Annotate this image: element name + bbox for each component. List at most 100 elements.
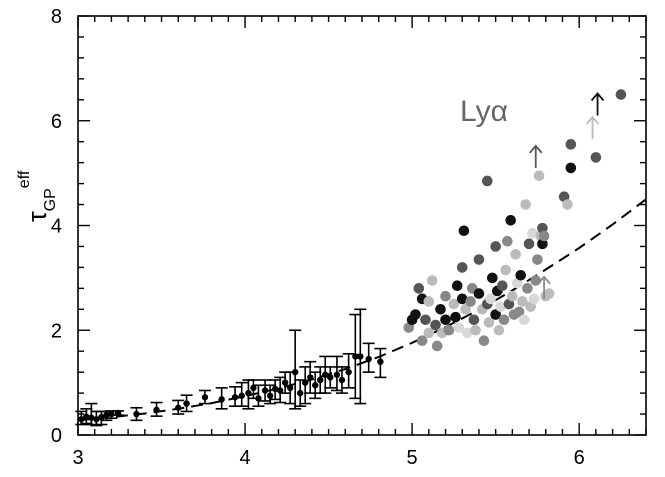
scatter-point: [490, 241, 501, 252]
errorbar-marker: [365, 355, 372, 363]
scatter-point: [562, 199, 573, 210]
scatter-point: [470, 324, 481, 336]
scatter-point: [518, 314, 530, 326]
errorbar-marker: [255, 395, 262, 402]
scatter-point: [493, 324, 505, 336]
scatter-point: [528, 293, 540, 305]
errorbar-point: [354, 308, 367, 405]
scatter-point: [453, 322, 465, 333]
scatter-point: [443, 324, 455, 336]
errorbar-point: [180, 394, 193, 413]
scatter-point: [478, 335, 490, 347]
scatter-point: [423, 296, 435, 307]
errorbar-point: [304, 360, 317, 394]
scatter-series-layer: [403, 89, 627, 352]
arrow-head: [537, 275, 551, 285]
errorbar-marker: [245, 389, 252, 397]
errorbar-marker: [345, 368, 352, 376]
scatter-point: [507, 290, 518, 302]
scatter-point: [473, 288, 485, 299]
scatter-point: [456, 262, 468, 273]
scatter-point: [450, 311, 461, 323]
errorbar-point: [75, 410, 88, 426]
errorbar-point: [85, 402, 98, 426]
errorbar-point: [309, 371, 322, 400]
errorbar-point: [314, 366, 327, 394]
scatter-point: [543, 288, 555, 299]
scatter-point: [483, 317, 495, 328]
errorbar-marker: [291, 368, 299, 376]
scatter-point: [565, 139, 577, 150]
errorbar-marker: [276, 387, 284, 394]
scatter-point: [517, 296, 528, 307]
errorbar-point: [215, 387, 228, 410]
scatter-point: [413, 283, 425, 294]
scatter-point: [505, 214, 516, 226]
scatter-point: [530, 275, 542, 286]
errorbar-marker: [88, 414, 95, 421]
scatter-point: [533, 170, 545, 182]
errorbar-point: [130, 406, 143, 422]
y-tick-label: 6: [51, 111, 62, 133]
x-tick-label: 6: [574, 447, 585, 469]
errorbar-marker: [352, 353, 359, 360]
scatter-point: [497, 280, 508, 292]
errorbar-marker: [377, 358, 384, 365]
scatter-point: [565, 162, 577, 174]
errorbar-marker: [98, 413, 105, 421]
errorbar-point: [274, 376, 287, 404]
errorbar-marker: [201, 394, 209, 401]
x-tick-label: 5: [407, 447, 418, 469]
errorbar-point: [284, 371, 297, 405]
x-tick-label: 4: [239, 447, 250, 469]
lower-limit-arrow: [585, 115, 600, 140]
errorbar-point: [299, 366, 312, 405]
model-curve-line: [77, 198, 647, 422]
errorbar-point: [235, 381, 248, 407]
errorbar-point: [349, 313, 362, 400]
plot-border: [77, 15, 647, 436]
errorbar-marker: [153, 406, 160, 414]
errorbar-marker: [183, 400, 190, 407]
errorbar-point: [172, 399, 185, 415]
scatter-point: [410, 309, 421, 320]
scatter-point: [495, 301, 506, 312]
scatter-point: [465, 296, 476, 307]
scatter-point: [485, 293, 496, 305]
errorbar-marker: [218, 396, 225, 403]
lower-limit-arrow: [537, 275, 551, 299]
errorbar-marker: [322, 371, 329, 378]
scatter-point: [490, 309, 501, 320]
scatter-point: [510, 249, 521, 260]
plot-frame: [77, 15, 647, 436]
errorbar-marker: [312, 382, 319, 389]
errorbar-marker: [286, 384, 294, 392]
errorbar-marker: [133, 410, 140, 418]
scatter-point: [500, 264, 511, 276]
errorbar-point: [247, 379, 260, 400]
arrow-head: [529, 144, 543, 154]
errorbar-point: [229, 386, 242, 407]
scatter-point: [461, 327, 473, 339]
y-tick-label: 8: [51, 6, 62, 28]
x-tick-label: 3: [72, 447, 83, 469]
errorbar-point: [264, 384, 277, 405]
errorbar-marker: [317, 376, 324, 384]
errorbar-point: [112, 409, 125, 417]
scatter-point: [473, 254, 485, 265]
errorbar-marker: [108, 410, 115, 418]
errorbar-marker: [261, 387, 269, 394]
scatter-point: [590, 152, 602, 163]
y-axis-label: τGPeff: [16, 170, 59, 222]
lya-annotation: Lyα: [460, 95, 508, 128]
scatter-point: [460, 304, 471, 315]
model-curve-layer: [77, 198, 647, 422]
scatter-point: [487, 272, 498, 284]
errorbar-marker: [338, 376, 346, 384]
errorbar-point: [335, 366, 348, 394]
scatter-point: [451, 280, 463, 292]
errorbar-marker: [281, 379, 289, 386]
errorbar-point: [252, 384, 265, 407]
scatter-point: [420, 314, 431, 326]
scatter-point: [538, 230, 550, 242]
